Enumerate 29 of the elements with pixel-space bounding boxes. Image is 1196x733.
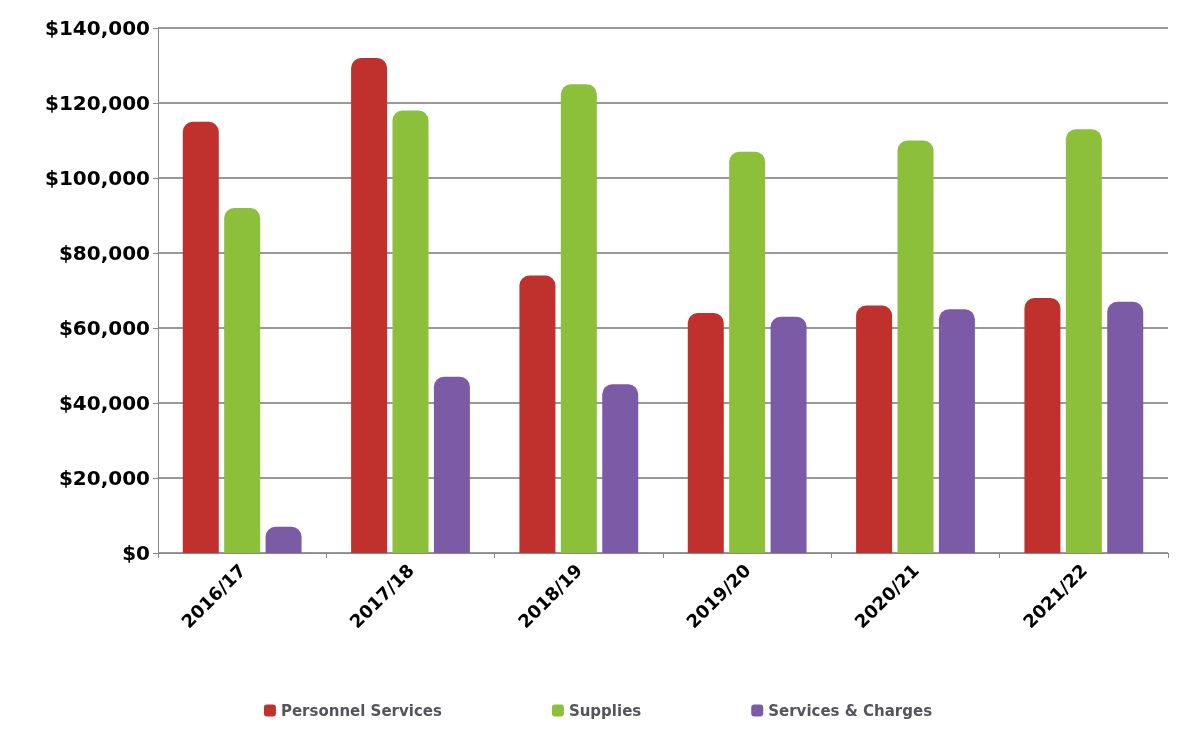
bar [687, 313, 724, 553]
bar [938, 309, 975, 553]
bar [770, 316, 807, 553]
bar [560, 84, 597, 553]
bar [1107, 301, 1144, 553]
y-tick-label: $0 [122, 541, 150, 565]
y-tick-label: $80,000 [58, 241, 150, 265]
bar [182, 121, 219, 553]
bar [856, 305, 893, 553]
y-tick-label: $120,000 [44, 91, 150, 115]
bar [729, 151, 766, 553]
bar [351, 58, 388, 553]
bar [433, 376, 470, 553]
y-tick-label: $40,000 [58, 391, 150, 415]
bar [519, 275, 556, 553]
y-tick-label: $20,000 [58, 466, 150, 490]
bar [1024, 298, 1061, 553]
legend-label: Personnel Services [280, 701, 442, 720]
y-tick-label: $140,000 [44, 16, 150, 40]
bar [224, 208, 261, 553]
bar [897, 140, 934, 553]
y-tick-label: $100,000 [44, 166, 150, 190]
bar [602, 384, 639, 553]
legend-label: Services & Charges [768, 701, 933, 720]
bar [1065, 129, 1102, 553]
bar [265, 526, 302, 553]
bar [392, 110, 429, 553]
y-tick-label: $60,000 [58, 316, 150, 340]
legend-label: Supplies [568, 701, 642, 720]
